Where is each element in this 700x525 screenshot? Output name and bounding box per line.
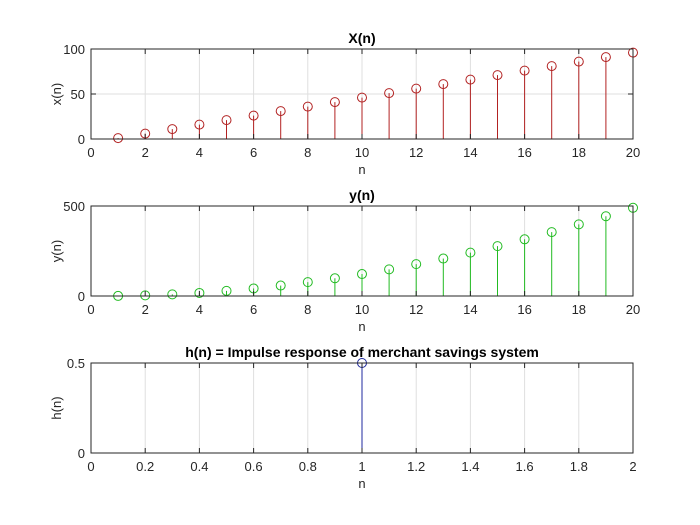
x-tick-label: 0 bbox=[87, 459, 94, 474]
x-tick-label: 1.4 bbox=[461, 459, 479, 474]
x-tick-label: 10 bbox=[355, 302, 369, 317]
x-tick-label: 4 bbox=[196, 302, 203, 317]
x-axis-label: n bbox=[358, 162, 365, 177]
stem-marker bbox=[438, 253, 449, 264]
stem-marker bbox=[302, 101, 313, 112]
x-tick-label: 2 bbox=[142, 145, 149, 160]
stem-marker bbox=[465, 247, 476, 258]
x-tick-label: 2 bbox=[629, 459, 636, 474]
x-tick-label: 20 bbox=[626, 302, 640, 317]
stem-marker bbox=[329, 97, 340, 108]
stem-marker bbox=[492, 70, 503, 81]
x-tick-label: 20 bbox=[626, 145, 640, 160]
y-axis-label: y(n) bbox=[49, 240, 64, 262]
y-tick-label: 0 bbox=[78, 132, 85, 147]
plot-panel-2: 0 2 4 6 8 10 12 14 16 18 20 0 500 y(n) n y(n) bbox=[49, 187, 640, 334]
stem-marker bbox=[275, 106, 286, 117]
x-tick-label: 0 bbox=[87, 302, 94, 317]
stem-marker bbox=[167, 124, 178, 135]
stem-marker bbox=[221, 285, 232, 296]
stem-marker bbox=[357, 269, 367, 280]
x-axis-label: n bbox=[358, 319, 365, 334]
x-tick-label: 0.2 bbox=[136, 459, 154, 474]
stem-marker bbox=[411, 83, 422, 94]
x-tick-label: 1.2 bbox=[407, 459, 425, 474]
x-tick-label: 14 bbox=[463, 145, 477, 160]
stem-marker bbox=[519, 65, 530, 76]
x-tick-label: 12 bbox=[409, 302, 423, 317]
stem-marker bbox=[519, 234, 530, 245]
x-tick-label: 6 bbox=[250, 302, 257, 317]
x-tick-label: 6 bbox=[250, 145, 257, 160]
x-tick-label: 16 bbox=[517, 302, 531, 317]
stem-marker bbox=[384, 88, 395, 99]
x-tick-label: 18 bbox=[572, 302, 586, 317]
chart-title: h(n) = Impulse response of merchant savi… bbox=[185, 344, 539, 360]
stem-marker bbox=[167, 289, 178, 300]
stem-marker bbox=[357, 92, 367, 103]
stem-marker bbox=[573, 219, 584, 230]
stem-marker bbox=[546, 61, 557, 72]
y-tick-label: 0 bbox=[78, 289, 85, 304]
x-tick-label: 0 bbox=[87, 145, 94, 160]
stem-marker bbox=[411, 259, 422, 270]
chart-title: X(n) bbox=[348, 30, 375, 46]
plot-panel-1: 0 2 4 6 8 10 12 14 16 18 20 0 50 100 X(n) n x(n) bbox=[49, 30, 640, 177]
x-tick-label: 12 bbox=[409, 145, 423, 160]
stem-marker bbox=[384, 264, 395, 275]
stem-marker bbox=[573, 56, 584, 67]
stem-marker bbox=[221, 115, 232, 126]
x-tick-label: 4 bbox=[196, 145, 203, 160]
x-tick-label: 10 bbox=[355, 145, 369, 160]
x-tick-label: 1.6 bbox=[516, 459, 534, 474]
x-tick-label: 2 bbox=[142, 302, 149, 317]
y-tick-label: 100 bbox=[63, 42, 85, 57]
x-tick-label: 0.4 bbox=[190, 459, 208, 474]
y-tick-label: 500 bbox=[63, 199, 85, 214]
x-tick-label: 0.6 bbox=[245, 459, 263, 474]
stem-marker bbox=[275, 280, 286, 291]
x-tick-label: 1 bbox=[358, 459, 365, 474]
chart-title: y(n) bbox=[349, 187, 375, 203]
y-axis-label: h(n) bbox=[49, 396, 64, 419]
y-tick-label: 0.5 bbox=[67, 356, 85, 371]
x-tick-label: 8 bbox=[304, 302, 311, 317]
x-tick-label: 18 bbox=[572, 145, 586, 160]
x-axis-label: n bbox=[358, 476, 365, 491]
stem-marker bbox=[194, 287, 205, 298]
stem-marker bbox=[600, 211, 611, 222]
x-tick-label: 1.8 bbox=[570, 459, 588, 474]
stem-marker bbox=[302, 277, 313, 288]
stem-marker bbox=[248, 110, 259, 121]
x-tick-label: 8 bbox=[304, 145, 311, 160]
stem-marker bbox=[546, 227, 557, 238]
stem-marker bbox=[329, 273, 340, 284]
stem-marker bbox=[194, 119, 205, 130]
y-tick-label: 50 bbox=[71, 87, 85, 102]
stem-marker bbox=[492, 241, 503, 252]
stem-marker bbox=[438, 79, 449, 90]
y-tick-label: 0 bbox=[78, 446, 85, 461]
stem-marker bbox=[113, 133, 124, 144]
stem-marker bbox=[600, 52, 611, 63]
x-tick-label: 16 bbox=[517, 145, 531, 160]
x-tick-label: 14 bbox=[463, 302, 477, 317]
stem-marker bbox=[140, 290, 151, 301]
y-axis-label: x(n) bbox=[49, 83, 64, 105]
stem-marker bbox=[465, 74, 476, 85]
x-tick-label: 0.8 bbox=[299, 459, 317, 474]
plot-panel-3: 0 0.2 0.4 0.6 0.8 1 1.2 1.4 1.6 1.8 2 0 0.5 h(n) = Im… bbox=[49, 344, 637, 491]
